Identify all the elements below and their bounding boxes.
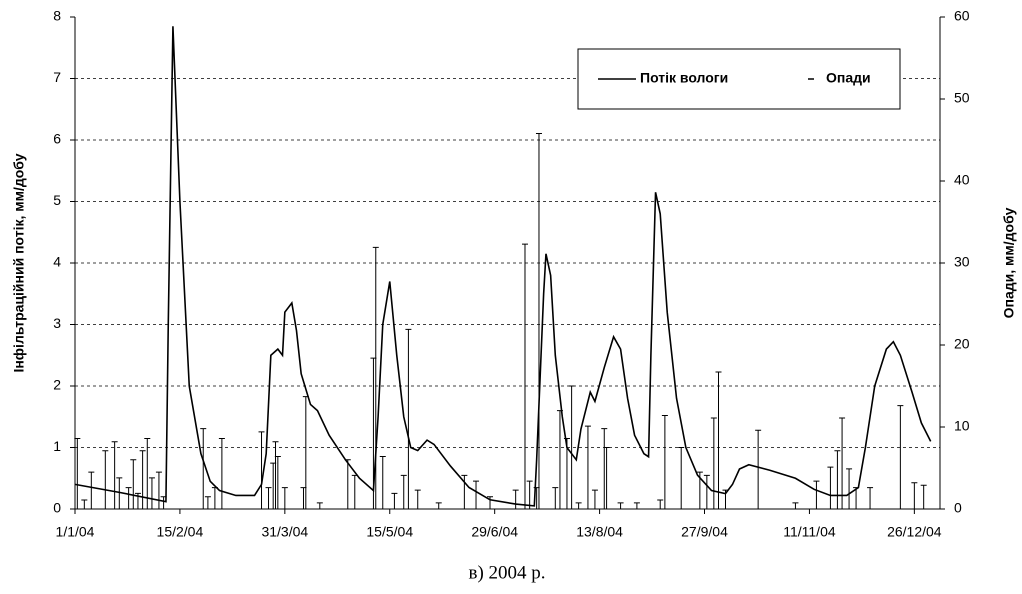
legend-label: Опади	[826, 70, 871, 86]
precip-bar	[575, 502, 582, 509]
precip-bar	[568, 385, 575, 509]
y-tick-label: 8	[53, 8, 61, 24]
x-tick-label: 15/2/04	[157, 524, 204, 540]
y-tick-label: 7	[53, 69, 61, 85]
precip-bar	[703, 474, 710, 509]
precip-bar	[204, 496, 211, 509]
precip-bar	[897, 405, 904, 509]
precip-bar	[584, 425, 591, 509]
precip-bar	[74, 437, 81, 509]
y-tick-label: 1	[53, 438, 61, 454]
y2-tick-label: 30	[954, 254, 970, 270]
y2-tick-label: 50	[954, 90, 970, 106]
precip-bar	[920, 484, 927, 509]
precip-bar	[88, 471, 95, 509]
y2-axis-title: Опади, мм/добу	[1001, 207, 1017, 318]
precip-bar	[792, 502, 799, 509]
precip-bar	[81, 499, 88, 509]
x-tick-label: 11/11/04	[783, 524, 836, 540]
precip-bar	[846, 468, 853, 509]
y2-tick-label: 10	[954, 418, 970, 434]
x-tick-label: 15/5/04	[366, 524, 413, 540]
precip-bar	[813, 480, 820, 509]
precip-bar	[125, 487, 132, 509]
precip-bar	[715, 371, 722, 509]
precip-bar	[281, 487, 288, 509]
y-tick-label: 4	[53, 254, 61, 270]
precip-bar	[657, 499, 664, 509]
precip-bar	[200, 428, 207, 509]
precip-bar	[316, 502, 323, 509]
precip-bar	[111, 441, 118, 509]
precip-bar	[400, 474, 407, 509]
precip-bar	[617, 502, 624, 509]
precip-bar	[633, 502, 640, 509]
y2-tick-label: 60	[954, 8, 970, 24]
precip-bar	[379, 456, 386, 509]
precip-bar	[473, 480, 480, 509]
precip-bar	[414, 489, 421, 509]
precip-bar	[351, 474, 358, 509]
precip-bar	[116, 477, 123, 509]
precip-bar	[405, 328, 412, 509]
precip-bar	[102, 450, 109, 509]
legend-label: Потік вологи	[640, 70, 728, 86]
y2-tick-label: 20	[954, 336, 970, 352]
precip-bar	[155, 471, 162, 509]
precip-bar	[839, 417, 846, 509]
y2-tick-label: 40	[954, 172, 970, 188]
precip-bar	[344, 459, 351, 509]
precip-bar	[710, 417, 717, 509]
precip-bar	[678, 447, 685, 509]
legend: Потік вологи Опади	[577, 48, 901, 110]
precip-bar	[526, 480, 533, 509]
y-tick-label: 2	[53, 377, 61, 393]
x-tick-label: 29/6/04	[471, 524, 518, 540]
x-tick-label: 27/9/04	[681, 524, 728, 540]
x-tick-label: 1/1/04	[56, 524, 95, 540]
x-tick-label: 26/12/04	[887, 524, 942, 540]
precip-bar	[265, 487, 272, 509]
y-axis-title: Інфільтраційний потік, мм/добу	[11, 153, 27, 372]
moisture-line	[74, 26, 932, 507]
y2-tick-label: 0	[954, 500, 962, 516]
y-tick-label: 5	[53, 192, 61, 208]
precip-bar	[258, 431, 265, 509]
precip-bar	[512, 489, 519, 509]
precip-bar	[867, 487, 874, 509]
precip-bar	[130, 459, 137, 509]
precip-bar	[391, 492, 398, 509]
precip-bar	[272, 441, 279, 509]
precip-bar	[211, 487, 218, 509]
precip-bar	[603, 447, 610, 509]
precip-bar	[274, 456, 281, 509]
precip-bar	[911, 482, 918, 509]
precip-bar	[148, 477, 155, 509]
precip-bar	[218, 437, 225, 509]
precip-bar	[827, 466, 834, 509]
x-tick-label: 13/8/04	[576, 524, 623, 540]
y-tick-label: 3	[53, 315, 61, 331]
precip-bar	[521, 243, 528, 509]
precip-bar	[139, 450, 146, 509]
precip-bar	[834, 450, 841, 509]
precip-bar	[591, 489, 598, 509]
y-tick-label: 6	[53, 131, 61, 147]
caption: в) 2004 р.	[468, 562, 545, 583]
precip-bar	[435, 502, 442, 509]
precip-bar	[755, 429, 762, 509]
precip-bar	[661, 415, 668, 509]
precip-bar	[487, 496, 494, 509]
precip-bar	[556, 410, 563, 509]
precip-bar	[535, 132, 542, 509]
x-tick-label: 31/3/04	[261, 524, 308, 540]
precip-bar	[552, 487, 559, 509]
precip-bar	[601, 428, 608, 509]
y-tick-label: 0	[53, 500, 61, 516]
